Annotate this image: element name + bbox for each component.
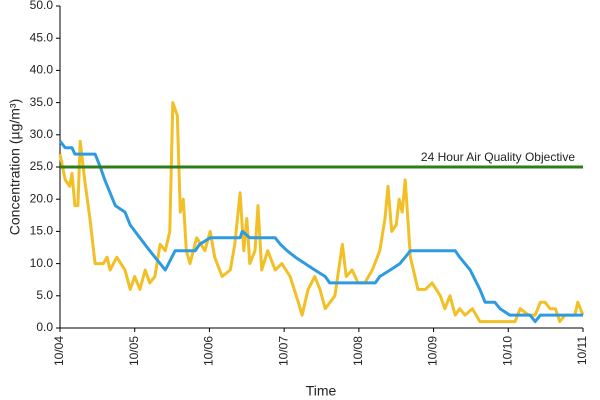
x-tick-label: 10/09 — [426, 336, 440, 366]
x-tick-label: 10/06 — [202, 336, 216, 366]
y-tick-label: 10.0 — [30, 256, 54, 270]
x-tick-label: 10/11 — [575, 336, 589, 365]
reference-label: 24 Hour Air Quality Objective — [421, 150, 575, 164]
y-tick-label: 15.0 — [30, 224, 54, 238]
x-tick-label: 10/07 — [276, 336, 290, 366]
y-tick-label: 50.0 — [30, 0, 54, 12]
data-line — [58, 140, 583, 324]
data-line — [58, 101, 585, 324]
y-tick-label: 35.0 — [30, 95, 54, 109]
x-tick-label: 10/10 — [500, 336, 514, 366]
x-tick-label: 10/04 — [52, 336, 66, 366]
y-tick-label: 45.0 — [30, 30, 54, 44]
x-tick-label: 10/08 — [351, 336, 365, 366]
y-tick-label: 25.0 — [30, 159, 54, 173]
y-tick-label: 30.0 — [30, 127, 54, 141]
y-tick-label: 20.0 — [30, 191, 54, 205]
y-tick-label: 40.0 — [30, 63, 54, 77]
y-tick-label: 0.0 — [36, 320, 53, 334]
x-axis-label: Time — [306, 383, 337, 399]
x-tick-label: 10/05 — [127, 336, 141, 366]
y-tick-label: 5.0 — [36, 288, 53, 302]
y-axis-label: Concentration (µg/m³) — [7, 99, 23, 235]
